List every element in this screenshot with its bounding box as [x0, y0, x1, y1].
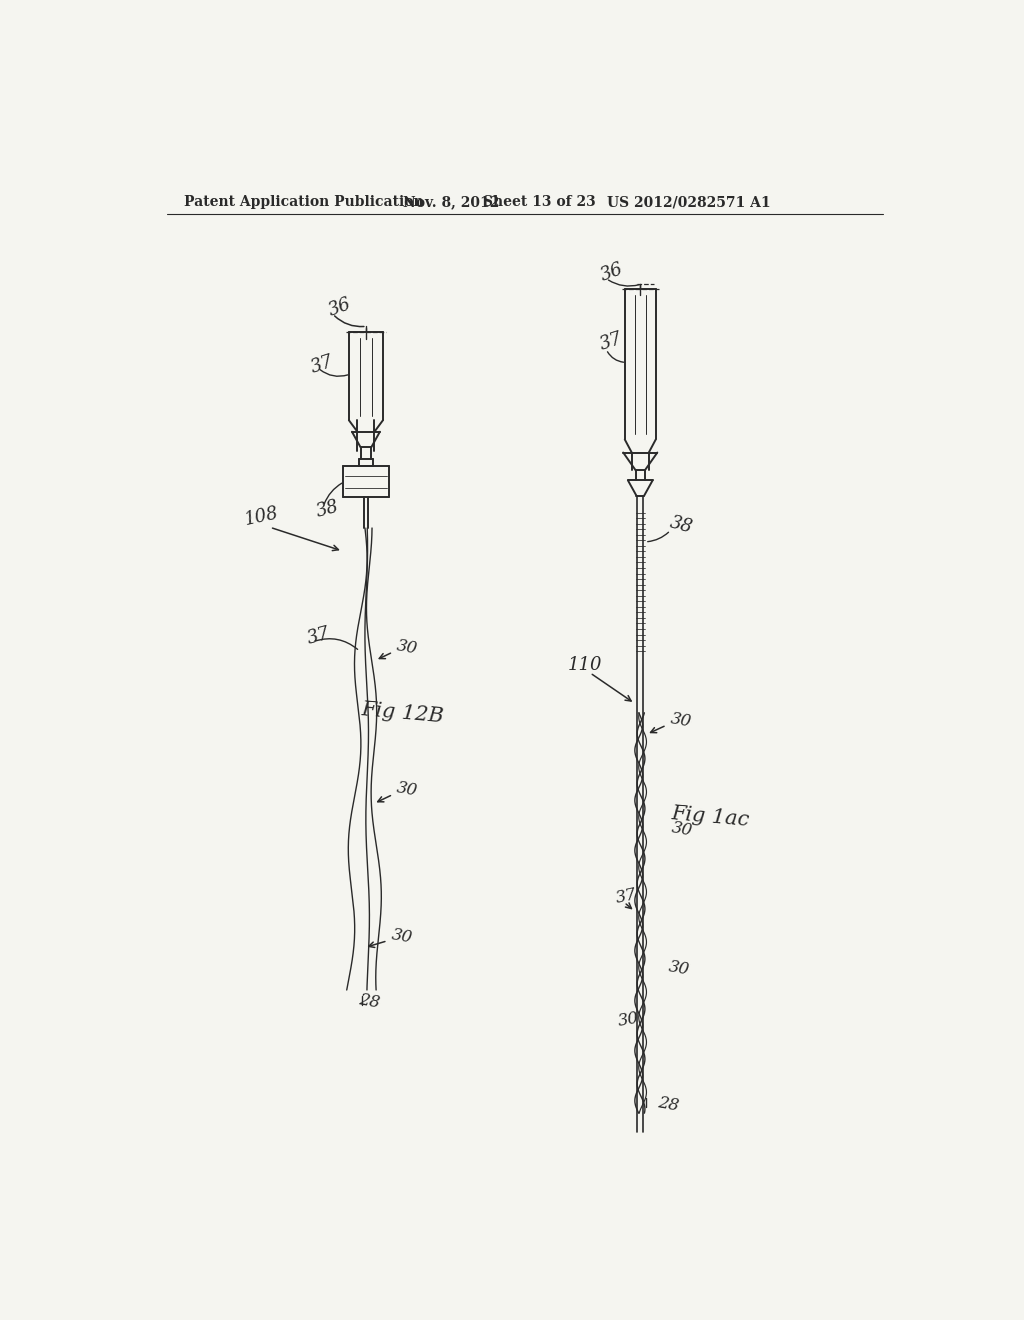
Text: 30: 30 — [395, 780, 419, 800]
Text: 30: 30 — [671, 820, 694, 840]
Text: 37: 37 — [308, 352, 336, 378]
Text: 30: 30 — [395, 638, 419, 657]
Text: 30: 30 — [390, 925, 414, 946]
Text: Sheet 13 of 23: Sheet 13 of 23 — [483, 195, 596, 210]
Text: 38: 38 — [314, 498, 341, 520]
Text: Fig 12B: Fig 12B — [360, 700, 444, 726]
Text: 38: 38 — [668, 513, 694, 537]
Text: 37: 37 — [305, 624, 332, 648]
Text: 37: 37 — [614, 886, 638, 907]
Text: 36: 36 — [598, 260, 627, 285]
Text: 36: 36 — [326, 294, 353, 319]
Text: 108: 108 — [243, 504, 281, 529]
Text: Fig 1ac: Fig 1ac — [671, 804, 751, 830]
Text: 28: 28 — [357, 991, 381, 1011]
Text: Nov. 8, 2012: Nov. 8, 2012 — [403, 195, 500, 210]
Text: US 2012/0282571 A1: US 2012/0282571 A1 — [607, 195, 771, 210]
Text: 30: 30 — [668, 958, 691, 978]
Text: Patent Application Publication: Patent Application Publication — [183, 195, 424, 210]
Text: 110: 110 — [567, 656, 602, 675]
Text: 30: 30 — [616, 1008, 640, 1030]
Text: 28: 28 — [656, 1094, 680, 1114]
Text: 37: 37 — [598, 330, 625, 354]
Text: 30: 30 — [669, 710, 693, 731]
